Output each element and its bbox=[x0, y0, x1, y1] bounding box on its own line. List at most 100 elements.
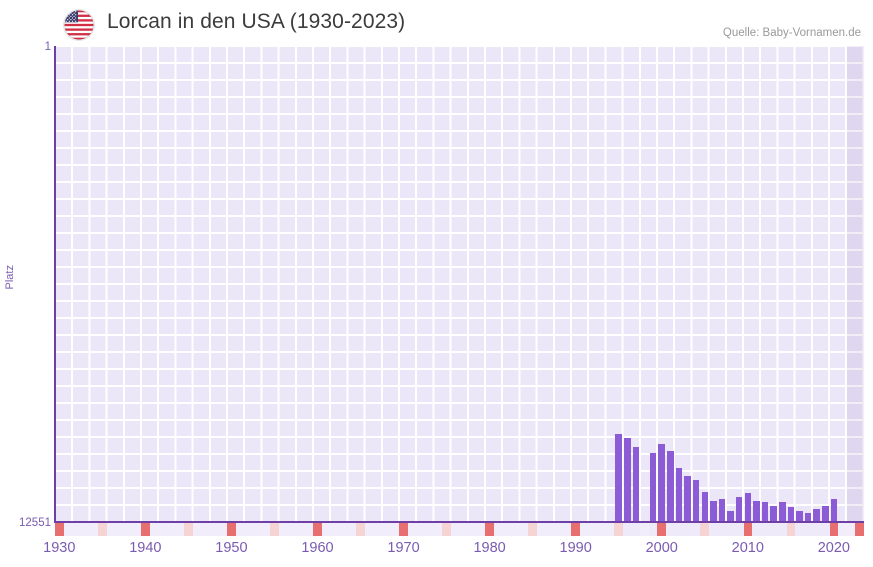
year-strip-cell bbox=[347, 523, 357, 536]
chart-bar[interactable] bbox=[778, 502, 786, 522]
year-strip-cell bbox=[519, 523, 529, 536]
year-strip-cell bbox=[631, 523, 641, 536]
y-axis-title: Platz bbox=[4, 265, 16, 290]
year-strip-cell bbox=[769, 523, 779, 536]
year-strip-cell bbox=[390, 523, 400, 536]
year-strip-cell bbox=[149, 523, 159, 536]
x-axis-tick-2000: 2000 bbox=[645, 540, 678, 556]
chart-bar[interactable] bbox=[658, 443, 665, 522]
year-strip-cell bbox=[175, 523, 185, 536]
chart-bar[interactable] bbox=[796, 511, 803, 522]
year-strip-cell bbox=[623, 523, 633, 536]
year-strip-cell bbox=[261, 523, 271, 536]
year-strip-cell bbox=[382, 523, 392, 536]
chart-bar[interactable] bbox=[649, 453, 657, 522]
y-axis-tick-top: 1 bbox=[44, 41, 51, 53]
x-axis-line bbox=[54, 521, 864, 523]
year-strip-cell bbox=[545, 523, 555, 536]
year-strip-cell bbox=[614, 523, 624, 536]
year-strip-cell bbox=[536, 523, 546, 536]
year-strip-cell bbox=[218, 523, 228, 536]
year-strip-cell bbox=[407, 523, 417, 536]
year-strip-cell bbox=[270, 523, 280, 536]
year-strip-cell bbox=[98, 523, 108, 536]
chart-bar[interactable] bbox=[667, 451, 674, 522]
year-strip-cell bbox=[795, 523, 805, 536]
year-strip-cell bbox=[838, 523, 848, 536]
year-strip-cell bbox=[433, 523, 443, 536]
y-axis-tick-bottom: 12551 bbox=[19, 517, 51, 529]
chart-bar[interactable] bbox=[787, 506, 795, 522]
us-flag-circle-icon bbox=[64, 10, 94, 40]
year-strip-cell bbox=[373, 523, 383, 536]
year-strip-cell bbox=[820, 523, 830, 536]
year-strip-cell bbox=[502, 523, 512, 536]
x-axis-tick-1930: 1930 bbox=[43, 540, 76, 556]
year-strip-cell bbox=[743, 523, 753, 536]
year-strip-cell bbox=[123, 523, 133, 536]
year-strip-cell bbox=[829, 523, 839, 536]
year-strip-cell bbox=[760, 523, 770, 536]
year-strip-cell bbox=[244, 523, 254, 536]
chart-bar[interactable] bbox=[718, 498, 726, 522]
chart-bar[interactable] bbox=[710, 500, 717, 522]
year-strip-cell bbox=[846, 523, 856, 536]
plot-background bbox=[55, 46, 864, 522]
chart-bar[interactable] bbox=[675, 468, 683, 522]
chart-bar[interactable] bbox=[744, 493, 752, 522]
year-strip-cell bbox=[356, 523, 366, 536]
year-strip-cell bbox=[459, 523, 469, 536]
year-strip-cell bbox=[554, 523, 564, 536]
year-availability-strip bbox=[55, 523, 865, 536]
chart-bar[interactable] bbox=[735, 496, 743, 522]
chart-bar[interactable] bbox=[624, 437, 631, 522]
chart-bar[interactable] bbox=[753, 501, 760, 522]
chart-bar[interactable] bbox=[692, 479, 700, 522]
chart-bar[interactable] bbox=[830, 499, 838, 522]
year-strip-cell bbox=[425, 523, 435, 536]
year-strip-cell bbox=[304, 523, 314, 536]
year-strip-cell bbox=[691, 523, 701, 536]
chart-bar[interactable] bbox=[761, 502, 769, 522]
year-strip-cell bbox=[579, 523, 589, 536]
year-strip-cell bbox=[717, 523, 727, 536]
year-strip-cell bbox=[184, 523, 194, 536]
x-axis-tick-2020: 2020 bbox=[817, 540, 851, 556]
chart-bar[interactable] bbox=[632, 447, 640, 522]
plot-area bbox=[55, 46, 864, 522]
year-strip-cell bbox=[562, 523, 572, 536]
year-strip-cell bbox=[648, 523, 658, 536]
year-strip-cell bbox=[63, 523, 73, 536]
year-strip-cell bbox=[657, 523, 667, 536]
year-strip-cell bbox=[476, 523, 486, 536]
x-axis-tick-1940: 1940 bbox=[129, 540, 162, 556]
year-strip-cell bbox=[192, 523, 202, 536]
year-strip-cell bbox=[278, 523, 288, 536]
year-strip-cell bbox=[786, 523, 796, 536]
chart-bar[interactable] bbox=[770, 505, 777, 522]
year-strip-cell bbox=[442, 523, 452, 536]
chart-bar[interactable] bbox=[822, 505, 829, 522]
chart-bar[interactable] bbox=[813, 509, 820, 522]
year-strip-cell bbox=[252, 523, 262, 536]
chart-bar[interactable] bbox=[684, 476, 691, 522]
year-strip-cell bbox=[468, 523, 478, 536]
chart-title: Lorcan in den USA (1930-2023) bbox=[107, 10, 406, 33]
year-strip-cell bbox=[666, 523, 676, 536]
chart-bar[interactable] bbox=[804, 512, 812, 522]
chart-bar[interactable] bbox=[727, 511, 734, 522]
year-strip-cell bbox=[295, 523, 305, 536]
x-axis-tick-2010: 2010 bbox=[731, 540, 764, 556]
year-strip-cell bbox=[511, 523, 521, 536]
chart-bar[interactable] bbox=[701, 491, 709, 522]
chart-source-label: Quelle: Baby-Vornamen.de bbox=[722, 27, 861, 39]
chart-bar[interactable] bbox=[615, 434, 622, 522]
year-strip-cell bbox=[287, 523, 297, 536]
year-strip-cell bbox=[141, 523, 151, 536]
year-strip-cell bbox=[227, 523, 237, 536]
x-axis-tick-1980: 1980 bbox=[473, 540, 506, 556]
year-strip-cell bbox=[734, 523, 744, 536]
year-strip-cell bbox=[528, 523, 538, 536]
year-strip-cell bbox=[313, 523, 323, 536]
